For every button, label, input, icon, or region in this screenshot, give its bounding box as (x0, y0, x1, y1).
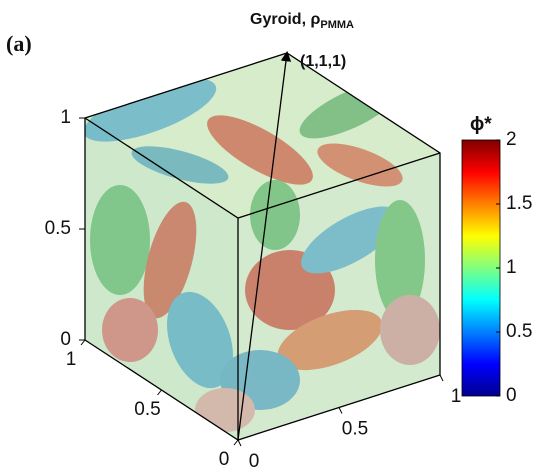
colorbar-tick-label: 0 (506, 385, 517, 406)
colorbar-tick-label: 1 (506, 257, 517, 278)
z-tick-label: 1 (60, 107, 71, 128)
annotation: (1,1,1) (300, 53, 346, 70)
y-tick (234, 440, 238, 445)
x-tick-label: 1 (451, 386, 462, 407)
colorbar-tick-label: 0.5 (506, 321, 532, 342)
x-tick (440, 375, 443, 381)
isosurface-render (77, 53, 440, 440)
colorbar (462, 140, 500, 396)
y-tick-label: 0 (219, 449, 230, 470)
title-subscript: PMMA (320, 19, 354, 31)
y-tick (81, 340, 85, 345)
y-tick-label: 1 (66, 349, 77, 370)
title-main: Gyroid, ρ (250, 11, 320, 28)
z-tick-label: 0 (60, 329, 71, 350)
x-tick (238, 440, 241, 446)
x-tick-label: 0 (249, 451, 260, 472)
x-tick-label: 0.5 (342, 419, 368, 440)
colorbar-tick-label: 2 (506, 129, 517, 150)
colorbar-tick-label: 1.5 (506, 193, 532, 214)
z-tick-label: 0.5 (45, 218, 71, 239)
x-tick (339, 408, 342, 414)
chart-title: Gyroid, ρPMMA (250, 11, 354, 31)
y-tick-label: 0.5 (134, 399, 160, 420)
figure: (a) Gyroid, ρPMMA (1 (0, 0, 553, 474)
y-tick (158, 390, 162, 395)
panel-label: (a) (6, 31, 32, 56)
colorbar-label: ϕ* (470, 114, 492, 135)
